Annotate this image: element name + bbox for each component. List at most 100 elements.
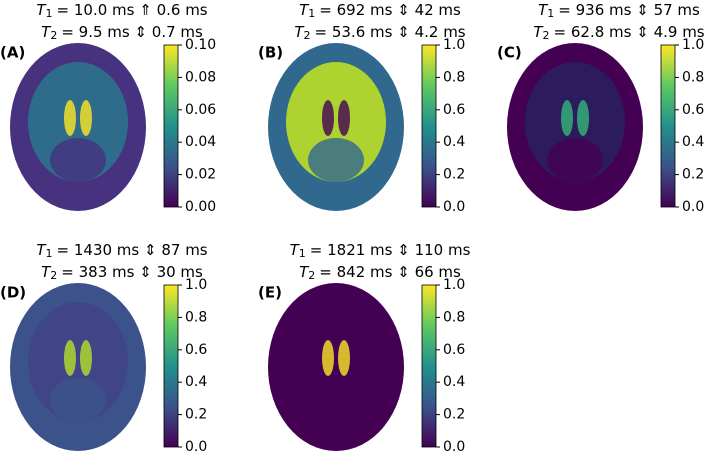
subscript: 1 xyxy=(46,247,53,260)
symbol: T xyxy=(538,1,549,19)
colorbar xyxy=(163,44,179,208)
value: = 62.8 ms ⇕ 4.9 ms xyxy=(554,23,705,41)
relaxation-time: T1 = 1821 ms ⇕ 110 ms xyxy=(290,241,471,261)
tick-label: 0.6 xyxy=(443,342,465,358)
symbol: T xyxy=(290,241,301,259)
subscript: 2 xyxy=(543,29,550,42)
value: = 842 ms ⇕ 66 ms xyxy=(319,263,461,281)
panel-label: (D) xyxy=(0,284,26,302)
value: = 1821 ms ⇕ 110 ms xyxy=(310,241,471,259)
tick-label: 0.06 xyxy=(185,102,216,118)
subscript: 1 xyxy=(547,7,554,20)
symbol: T xyxy=(36,1,47,19)
ventricle xyxy=(577,100,589,136)
tick-label: 0.2 xyxy=(443,167,465,183)
brain-image xyxy=(10,283,146,451)
tick-label: 0.2 xyxy=(682,167,704,183)
brain-image xyxy=(268,283,404,451)
colorbar xyxy=(421,44,437,208)
symbol: T xyxy=(294,23,305,41)
ventricle xyxy=(80,340,92,376)
ventricle xyxy=(80,100,92,136)
symbol: T xyxy=(36,241,47,259)
tick-label: 0.6 xyxy=(443,102,465,118)
brain-image xyxy=(507,43,643,211)
colorbar xyxy=(660,44,676,208)
value: = 1430 ms ⇕ 87 ms xyxy=(57,241,208,259)
symbol: T xyxy=(299,263,310,281)
panel-label: (C) xyxy=(497,44,522,62)
tick-label: 0.10 xyxy=(185,37,216,53)
tick-label: 0.8 xyxy=(682,69,704,85)
value: = 383 ms ⇕ 30 ms xyxy=(61,263,203,281)
relaxation-time: T1 = 936 ms ⇕ 57 ms xyxy=(538,1,700,21)
tick-label: 0.8 xyxy=(443,309,465,325)
tick-label: 0.0 xyxy=(682,199,704,215)
tick-label: 1.0 xyxy=(682,37,704,53)
value: = 936 ms ⇕ 57 ms xyxy=(558,1,700,19)
tick-label: 0.00 xyxy=(185,199,216,215)
ventricle xyxy=(64,340,76,376)
tick-label: 0.4 xyxy=(443,134,465,150)
symbol: T xyxy=(41,23,52,41)
tick-label: 0.6 xyxy=(682,102,704,118)
value: = 9.5 ms ⇕ 0.7 ms xyxy=(61,23,203,41)
panel-label: (E) xyxy=(258,284,282,302)
colorbar xyxy=(163,284,179,448)
subscript: 1 xyxy=(299,247,306,260)
value: = 53.6 ms ⇕ 4.2 ms xyxy=(315,23,466,41)
value: = 10.0 ms ⇑ 0.6 ms xyxy=(57,1,208,19)
ventricle xyxy=(338,340,350,376)
brain-image xyxy=(268,43,404,211)
tick-label: 0.8 xyxy=(185,309,207,325)
ventricle xyxy=(322,100,334,136)
tick-label: 0.08 xyxy=(185,69,216,85)
subscript: 2 xyxy=(50,269,57,282)
basal xyxy=(308,138,364,182)
subscript: 1 xyxy=(308,7,315,20)
ventricle xyxy=(338,100,350,136)
tick-label: 0.0 xyxy=(443,439,465,455)
symbol: T xyxy=(41,263,52,281)
ventricle xyxy=(322,340,334,376)
tick-label: 0.04 xyxy=(185,134,216,150)
tick-label: 0.0 xyxy=(443,199,465,215)
panel-label: (B) xyxy=(258,44,283,62)
relaxation-time: T1 = 1430 ms ⇕ 87 ms xyxy=(36,241,207,261)
tick-label: 0.2 xyxy=(185,407,207,423)
tick-label: 0.02 xyxy=(185,167,216,183)
relaxation-time: T2 = 842 ms ⇕ 66 ms xyxy=(299,263,461,283)
tick-label: 0.4 xyxy=(682,134,704,150)
tick-label: 1.0 xyxy=(443,37,465,53)
tick-label: 0.4 xyxy=(185,374,207,390)
relaxation-time: T1 = 692 ms ⇕ 42 ms xyxy=(299,1,461,21)
relaxation-time: T1 = 10.0 ms ⇑ 0.6 ms xyxy=(36,1,207,21)
subscript: 2 xyxy=(308,269,315,282)
ventricle xyxy=(561,100,573,136)
tick-label: 0.6 xyxy=(185,342,207,358)
basal xyxy=(50,138,106,182)
basal xyxy=(308,378,364,422)
relaxation-time: T2 = 53.6 ms ⇕ 4.2 ms xyxy=(294,23,465,43)
tick-label: 0.4 xyxy=(443,374,465,390)
basal xyxy=(50,378,106,422)
tick-label: 0.8 xyxy=(443,69,465,85)
colorbar xyxy=(421,284,437,448)
subscript: 1 xyxy=(46,7,53,20)
relaxation-time: T2 = 383 ms ⇕ 30 ms xyxy=(41,263,203,283)
subscript: 2 xyxy=(304,29,311,42)
tick-label: 0.0 xyxy=(185,439,207,455)
basal xyxy=(547,138,603,182)
symbol: T xyxy=(533,23,544,41)
subscript: 2 xyxy=(50,29,57,42)
relaxation-time: T2 = 9.5 ms ⇕ 0.7 ms xyxy=(41,23,203,43)
symbol: T xyxy=(299,1,310,19)
relaxation-time: T2 = 62.8 ms ⇕ 4.9 ms xyxy=(533,23,704,43)
brain-image xyxy=(10,43,146,211)
